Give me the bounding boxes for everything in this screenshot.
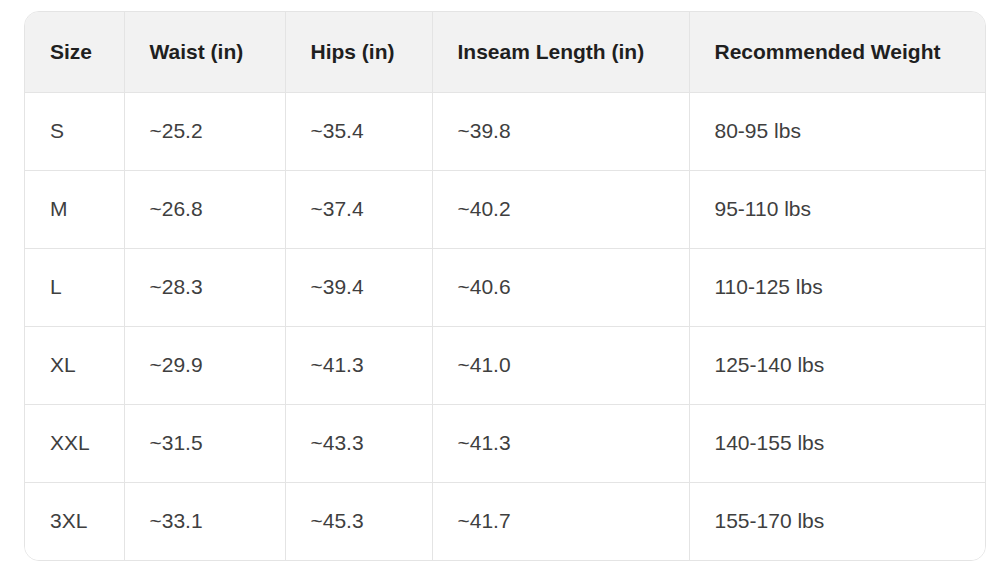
cell-waist: ~31.5 [124,404,285,482]
cell-weight: 95-110 lbs [689,170,985,248]
cell-hips: ~37.4 [285,170,432,248]
size-chart-table: Size Waist (in) Hips (in) Inseam Length … [25,12,985,560]
cell-size: M [25,170,124,248]
table-header-row: Size Waist (in) Hips (in) Inseam Length … [25,12,985,92]
cell-waist: ~25.2 [124,92,285,170]
cell-size: L [25,248,124,326]
table-row-s: S ~25.2 ~35.4 ~39.8 80-95 lbs [25,92,985,170]
column-header-inseam: Inseam Length (in) [432,12,689,92]
cell-inseam: ~40.6 [432,248,689,326]
size-chart-card: Size Waist (in) Hips (in) Inseam Length … [24,11,986,561]
column-header-hips: Hips (in) [285,12,432,92]
cell-hips: ~43.3 [285,404,432,482]
column-header-size: Size [25,12,124,92]
cell-waist: ~28.3 [124,248,285,326]
cell-inseam: ~39.8 [432,92,689,170]
cell-inseam: ~40.2 [432,170,689,248]
cell-weight: 80-95 lbs [689,92,985,170]
cell-waist: ~26.8 [124,170,285,248]
cell-hips: ~35.4 [285,92,432,170]
cell-inseam: ~41.3 [432,404,689,482]
cell-weight: 110-125 lbs [689,248,985,326]
cell-waist: ~33.1 [124,482,285,560]
cell-weight: 125-140 lbs [689,326,985,404]
cell-size: XL [25,326,124,404]
cell-size: 3XL [25,482,124,560]
cell-hips: ~41.3 [285,326,432,404]
column-header-waist: Waist (in) [124,12,285,92]
cell-size: S [25,92,124,170]
page: Size Waist (in) Hips (in) Inseam Length … [0,0,1002,576]
table-row-xxl: XXL ~31.5 ~43.3 ~41.3 140-155 lbs [25,404,985,482]
cell-waist: ~29.9 [124,326,285,404]
cell-inseam: ~41.7 [432,482,689,560]
table-row-3xl: 3XL ~33.1 ~45.3 ~41.7 155-170 lbs [25,482,985,560]
cell-inseam: ~41.0 [432,326,689,404]
cell-weight: 140-155 lbs [689,404,985,482]
table-row-xl: XL ~29.9 ~41.3 ~41.0 125-140 lbs [25,326,985,404]
cell-size: XXL [25,404,124,482]
column-header-weight: Recommended Weight [689,12,985,92]
cell-hips: ~45.3 [285,482,432,560]
cell-weight: 155-170 lbs [689,482,985,560]
table-row-l: L ~28.3 ~39.4 ~40.6 110-125 lbs [25,248,985,326]
table-row-m: M ~26.8 ~37.4 ~40.2 95-110 lbs [25,170,985,248]
cell-hips: ~39.4 [285,248,432,326]
